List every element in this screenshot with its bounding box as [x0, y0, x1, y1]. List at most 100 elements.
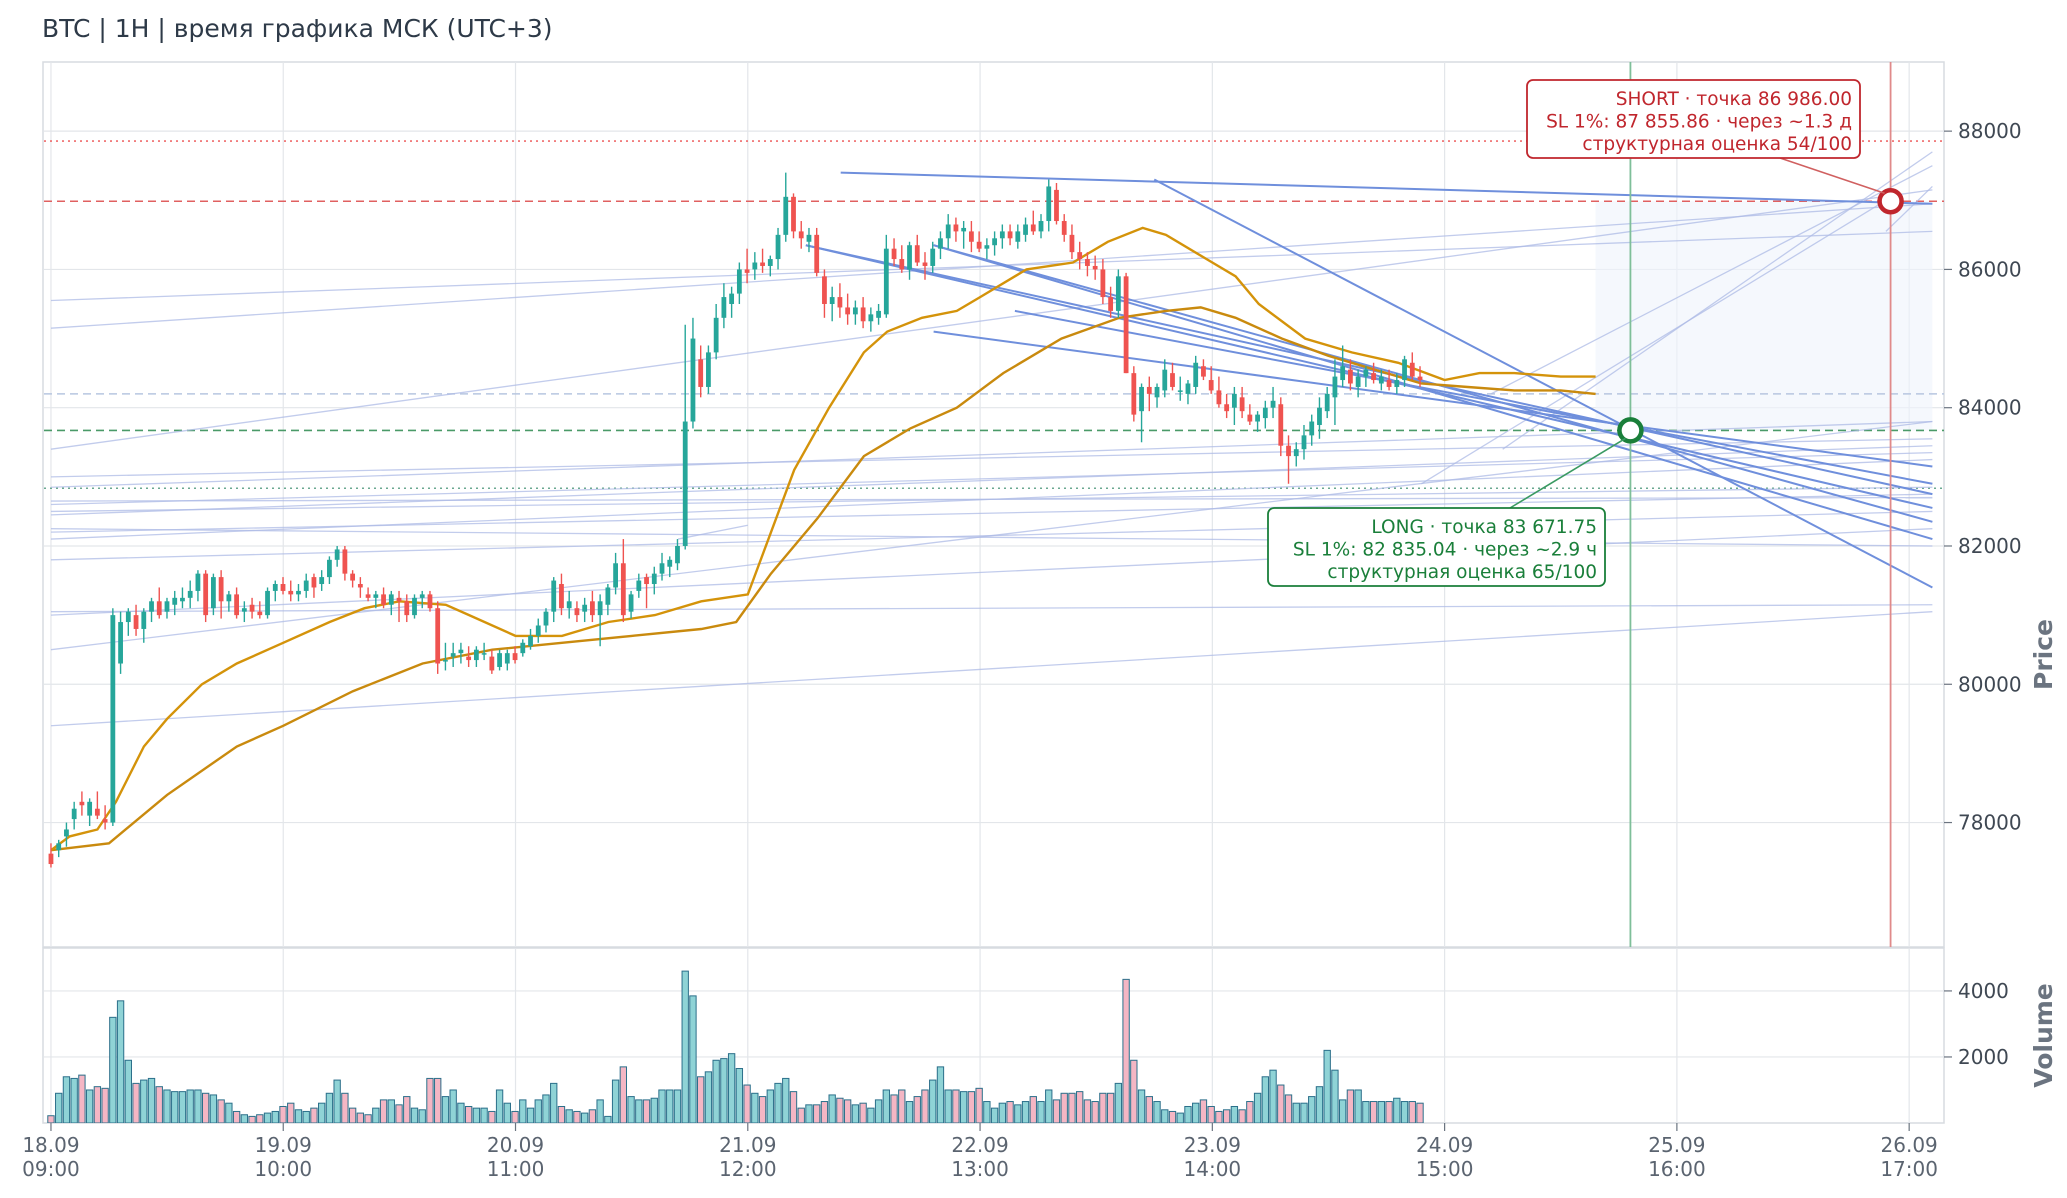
volume-bar	[836, 1097, 844, 1123]
volume-bar	[851, 1104, 860, 1123]
volume-bar	[519, 1099, 527, 1123]
time-tick-time: 15:00	[1416, 1157, 1474, 1181]
candle-body	[1170, 373, 1175, 387]
candle-body	[473, 649, 479, 661]
time-tick-date: 24.09	[1416, 1133, 1473, 1157]
time-tick-time: 17:00	[1880, 1157, 1938, 1181]
volume-bar	[1176, 1112, 1184, 1123]
volume-bar	[85, 1089, 94, 1123]
volume-bar	[1029, 1096, 1037, 1123]
candle-body	[481, 653, 487, 655]
candle-body	[412, 597, 417, 616]
candle-body	[203, 573, 209, 616]
volume-bar	[1284, 1094, 1293, 1123]
volume-bar	[1261, 1076, 1269, 1123]
time-tick-date: 20.09	[487, 1133, 544, 1157]
volume-bar	[774, 1082, 782, 1123]
volume-bar	[318, 1102, 326, 1123]
volume-bar	[426, 1077, 434, 1123]
candle-body	[1409, 362, 1415, 377]
short-annotation-box	[1526, 79, 1861, 159]
candle-body	[133, 615, 139, 629]
volume-bar	[550, 1082, 558, 1123]
time-tick-date: 23.09	[1184, 1133, 1241, 1157]
volume-bar	[1122, 978, 1130, 1123]
volume-bar	[441, 1096, 450, 1123]
volume-tick-label: 4000	[1958, 979, 2009, 1003]
faint-trendline	[50, 451, 1933, 506]
volume-bar	[78, 1074, 86, 1123]
price-tick-label: 84000	[1958, 396, 2022, 420]
candle-body	[1224, 404, 1230, 412]
volume-bar	[93, 1086, 102, 1123]
volume-bar	[944, 1089, 952, 1123]
candle-body	[698, 359, 704, 387]
volume-bar	[495, 1089, 504, 1123]
candle-body	[1247, 414, 1253, 422]
candle-body	[1092, 265, 1098, 270]
volume-bar	[1207, 1105, 1215, 1123]
volume-bar	[588, 1109, 597, 1123]
volume-bar	[171, 1091, 179, 1123]
long-annotation-box	[1267, 507, 1606, 587]
candle-body	[1270, 400, 1276, 408]
candle-body	[1309, 421, 1315, 436]
time-tick-date: 26.09	[1881, 1133, 1938, 1157]
volume-bar	[611, 1079, 620, 1123]
volume-bar	[1130, 1059, 1138, 1123]
candle-body	[87, 801, 93, 816]
axes: 78000 80000 82000 84000 86000 88000 2000 4000 18…	[22, 119, 2058, 1181]
volume-bar	[813, 1104, 821, 1123]
volume-bar	[155, 1086, 163, 1123]
volume-bar	[464, 1105, 473, 1123]
volume-bar	[905, 1101, 914, 1123]
volume-bar	[1114, 1082, 1123, 1123]
volume-bar	[116, 1000, 125, 1123]
candle-body	[891, 248, 897, 260]
volume-bar	[488, 1110, 496, 1123]
candle-body	[868, 314, 874, 322]
projection-zone-rect	[1595, 201, 1933, 431]
volume-bar	[194, 1089, 202, 1123]
candle-body	[721, 297, 727, 318]
volume-bar	[1238, 1109, 1246, 1123]
volume-bar	[959, 1091, 968, 1123]
candle-body	[767, 259, 773, 266]
volume-bar	[526, 1107, 535, 1123]
candle-body	[752, 262, 758, 270]
candles	[48, 172, 1423, 868]
candle-body	[249, 604, 255, 612]
volume-bar	[109, 1016, 117, 1123]
volume-bar	[201, 1092, 210, 1123]
volume-bar	[1076, 1091, 1084, 1123]
volume-bar	[658, 1089, 666, 1123]
time-tick-time: 13:00	[951, 1157, 1009, 1181]
volume-bar	[735, 1068, 744, 1123]
candle-body	[172, 597, 178, 605]
candle-body	[234, 594, 239, 616]
candle-body	[605, 587, 611, 605]
candle-body	[667, 559, 673, 567]
main-trendline	[805, 244, 1933, 496]
volume-bar	[186, 1089, 194, 1123]
candle-body	[613, 563, 619, 588]
candle-body	[922, 262, 928, 266]
candle-body	[102, 819, 108, 823]
candle-body	[1371, 373, 1377, 381]
volume-bar	[1045, 1089, 1053, 1123]
volume-bar	[797, 1107, 805, 1123]
faint-trendline	[1490, 165, 1933, 395]
volume-bar	[403, 1096, 411, 1123]
volume-bar	[1393, 1097, 1401, 1123]
volume-bar	[820, 1101, 829, 1123]
volume-bar	[248, 1115, 256, 1123]
candle-body	[736, 269, 742, 294]
volume-bar	[232, 1110, 241, 1123]
projection-zone	[1595, 201, 1933, 431]
volume-panel	[42, 947, 1945, 1124]
candle-body	[512, 653, 518, 661]
volume-bar	[1253, 1092, 1262, 1123]
short-connector	[1779, 157, 1885, 195]
volume-bar	[1106, 1092, 1115, 1123]
